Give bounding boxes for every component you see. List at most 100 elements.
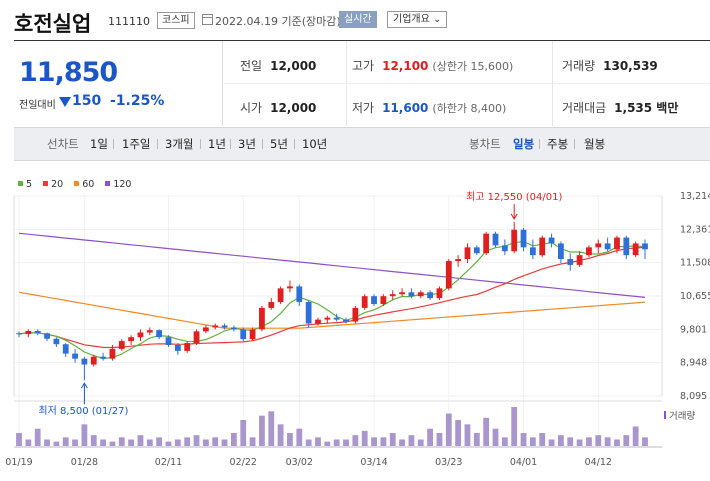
ma120-line <box>18 232 646 298</box>
volume-bar <box>202 439 209 446</box>
candle <box>287 280 293 293</box>
candle <box>259 305 265 332</box>
candle <box>333 313 340 322</box>
volume-bar <box>146 439 153 446</box>
stock-name: 호전실업 <box>14 12 92 36</box>
volume-bar <box>25 439 32 446</box>
volume-bar <box>118 437 125 446</box>
candle-weekly[interactable]: 주봉 <box>547 137 569 151</box>
period-10y[interactable]: 10년 <box>302 137 328 151</box>
stat-amount: 거래대금 1,535 백만 <box>562 101 679 115</box>
candle-chart-label: 봉차트 <box>469 137 501 151</box>
candle <box>81 356 88 381</box>
high-arrow-head <box>510 213 518 220</box>
period-5y[interactable]: 5년 <box>270 137 288 151</box>
candle <box>576 251 583 267</box>
volume-bar <box>268 411 275 446</box>
candle <box>464 243 471 263</box>
x-tick-label: 01/28 <box>71 457 98 468</box>
volume-bar <box>464 424 471 446</box>
candle <box>296 284 303 306</box>
volume-bar <box>53 441 60 446</box>
candle <box>539 235 546 258</box>
candle <box>184 341 191 353</box>
candle <box>642 239 648 260</box>
stat-prev-close: 전일 12,000 <box>240 59 317 73</box>
realtime-button[interactable]: 실시간 <box>339 11 377 28</box>
candle <box>34 329 41 336</box>
volume-bar <box>389 433 396 446</box>
period-1d[interactable]: 1일 <box>90 137 108 151</box>
candle <box>529 239 536 260</box>
y-tick-label: 11,508 <box>680 258 710 269</box>
candle <box>277 286 284 304</box>
volume-bar <box>324 441 331 446</box>
x-tick-label: 04/12 <box>585 457 612 468</box>
volume-bar <box>16 433 22 446</box>
low-annotation: 최저 8,500 (01/27) <box>38 405 128 417</box>
volume-bar <box>614 439 620 446</box>
stat-row-divider <box>222 83 710 84</box>
period-1w[interactable]: 1주일 <box>122 137 151 151</box>
candle <box>371 294 377 306</box>
period-3y[interactable]: 3년 <box>238 137 256 151</box>
candle <box>352 305 359 324</box>
volume-bar <box>455 420 462 446</box>
x-tick-label: 02/22 <box>230 457 257 468</box>
volume-bar <box>501 437 508 446</box>
volume-bar <box>90 435 97 446</box>
candle <box>501 239 508 256</box>
candle <box>90 354 97 367</box>
candle <box>595 239 602 254</box>
volume-bar <box>100 439 106 446</box>
candle <box>202 325 209 334</box>
ma60-line <box>18 291 646 329</box>
candle <box>417 290 424 299</box>
y-tick-label: 8,948 <box>680 358 707 369</box>
candle <box>604 237 611 252</box>
candle <box>511 221 518 254</box>
candle-daily[interactable]: 일봉 <box>513 137 535 151</box>
stat-low: 저가 11,600 (하한가 8,400) <box>352 101 507 115</box>
stock-header: 호전실업 111110 코스피 2022.04.19 기준(장마감) 실시간 기… <box>0 0 710 40</box>
volume-bar <box>576 439 583 446</box>
candle <box>586 245 592 258</box>
x-tick-label: 03/14 <box>360 457 387 468</box>
period-3m[interactable]: 3개월 <box>165 137 194 151</box>
period-bar: 선차트 1일 1주일 3개월 1년 3년 5년 10년 봉차트 일봉 주봉 월봉 <box>14 127 710 161</box>
volume-bar <box>511 407 518 446</box>
change-label: 전일대비 <box>19 100 56 111</box>
candle <box>268 298 275 310</box>
volume-bar <box>165 441 172 446</box>
candle <box>520 227 527 252</box>
y-tick-label: 8,095 <box>680 391 707 402</box>
volume-bar <box>595 435 602 446</box>
candle <box>44 332 50 342</box>
volume-bar <box>529 437 536 446</box>
candle <box>109 345 116 361</box>
volume-bar <box>287 433 293 446</box>
x-tick-label: 01/19 <box>5 457 32 468</box>
volume-bar <box>427 428 434 446</box>
volume-bar <box>259 415 265 446</box>
candle <box>380 294 387 306</box>
candle <box>156 329 163 340</box>
ma5-line <box>18 240 646 360</box>
stat-volume: 거래량 130,539 <box>562 59 658 73</box>
change-value: 150 <box>72 93 102 109</box>
period-1y[interactable]: 1년 <box>208 137 226 151</box>
volume-bar <box>212 437 219 446</box>
candle <box>174 343 181 355</box>
calendar-icon <box>202 14 213 25</box>
company-overview-dropdown[interactable]: 기업개요 ⌄ <box>387 11 448 28</box>
candle <box>567 253 574 271</box>
volume-bar <box>642 437 648 446</box>
candle <box>230 325 237 332</box>
volume-bar <box>72 439 78 446</box>
candle <box>137 329 144 342</box>
volume-bar <box>539 433 546 446</box>
candle <box>315 317 321 326</box>
volume-legend-swatch <box>664 411 666 419</box>
candle-monthly[interactable]: 월봉 <box>584 137 606 151</box>
ma-legend: 5 20 60 120 <box>18 179 139 190</box>
